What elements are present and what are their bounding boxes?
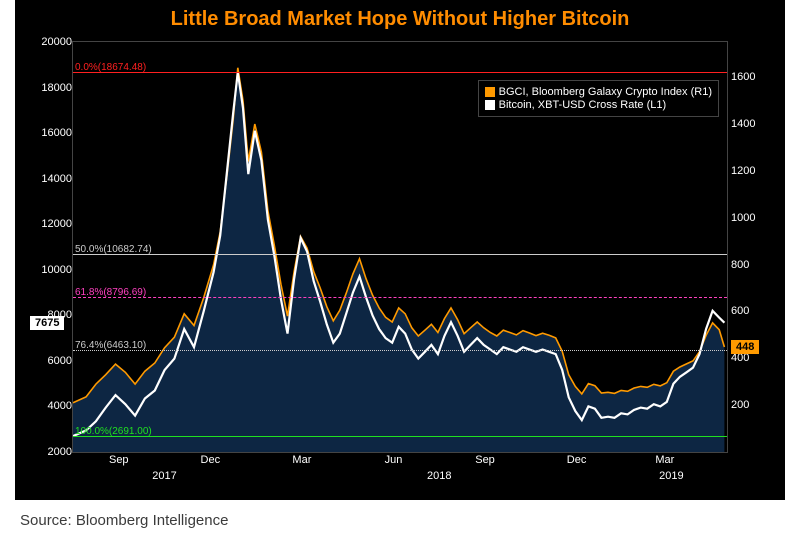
legend-swatch bbox=[485, 100, 495, 110]
x-axis: SepDecMarJunSepDecMar201720182019 bbox=[73, 452, 727, 494]
last-value-right: 448 bbox=[731, 340, 759, 354]
y-axis-left: 2000400060008000100001200014000160001800… bbox=[30, 42, 72, 452]
chart-title: Little Broad Market Hope Without Higher … bbox=[15, 0, 785, 35]
legend-label: Bitcoin, XBT-USD Cross Rate (L1) bbox=[499, 99, 667, 111]
legend-swatch bbox=[485, 87, 495, 97]
legend-label: BGCI, Bloomberg Galaxy Crypto Index (R1) bbox=[499, 86, 712, 98]
last-value-left: 7675 bbox=[30, 316, 64, 330]
chart-area: 0.0%(18674.48)50.0%(10682.74)61.8%(8796.… bbox=[73, 42, 727, 452]
legend-item: BGCI, Bloomberg Galaxy Crypto Index (R1) bbox=[485, 86, 712, 98]
terminal-frame: Little Broad Market Hope Without Higher … bbox=[15, 0, 785, 500]
legend: BGCI, Bloomberg Galaxy Crypto Index (R1)… bbox=[478, 80, 719, 117]
legend-item: Bitcoin, XBT-USD Cross Rate (L1) bbox=[485, 99, 712, 111]
y-axis-right: 2004006008001000120014001600 bbox=[727, 42, 781, 452]
source-attribution: Source: Bloomberg Intelligence bbox=[20, 512, 228, 529]
